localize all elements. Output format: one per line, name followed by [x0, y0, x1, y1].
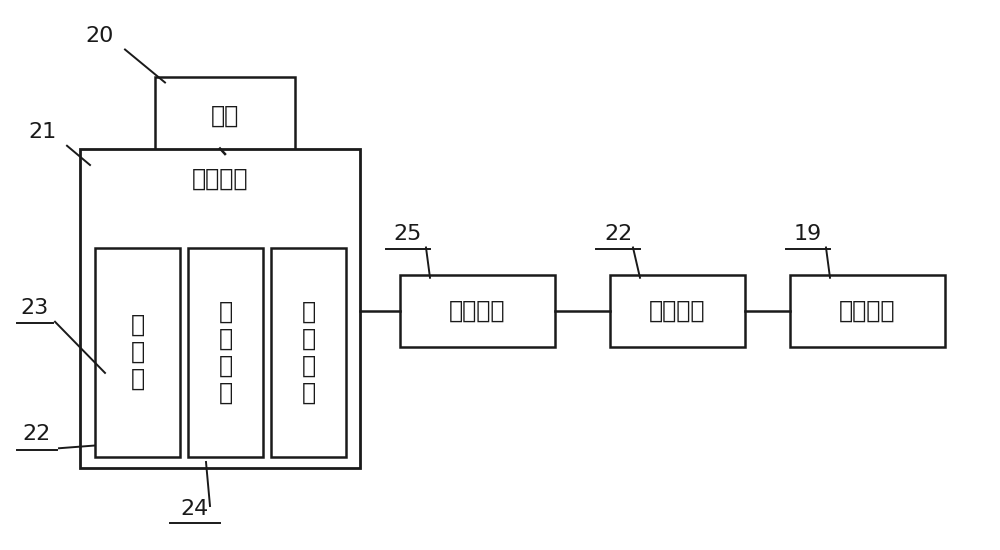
Text: 控
制
开
关: 控 制 开 关 [301, 300, 316, 404]
Text: 22: 22 [23, 425, 51, 444]
Bar [400, 275, 555, 346]
Text: 电源: 电源 [211, 103, 239, 128]
Text: 驱动装置: 驱动装置 [449, 299, 506, 323]
Text: 21: 21 [28, 122, 56, 142]
Bar [610, 275, 745, 346]
Text: 23: 23 [21, 298, 49, 318]
Text: 25: 25 [394, 224, 422, 244]
Text: 驱动电路: 驱动电路 [649, 299, 706, 323]
Bar [155, 77, 295, 154]
Text: 24: 24 [181, 499, 209, 519]
Bar [95, 248, 180, 456]
Text: 控制单元: 控制单元 [192, 167, 248, 191]
Bar [80, 148, 360, 468]
Text: 移动装置: 移动装置 [839, 299, 896, 323]
Text: 19: 19 [794, 224, 822, 244]
Text: 控
制
电
路: 控 制 电 路 [218, 300, 233, 404]
Bar [271, 248, 346, 456]
Bar [790, 275, 945, 346]
Bar [188, 248, 263, 456]
Text: 控
制
器: 控 制 器 [130, 313, 145, 391]
Text: 20: 20 [86, 26, 114, 46]
Text: 22: 22 [604, 224, 632, 244]
